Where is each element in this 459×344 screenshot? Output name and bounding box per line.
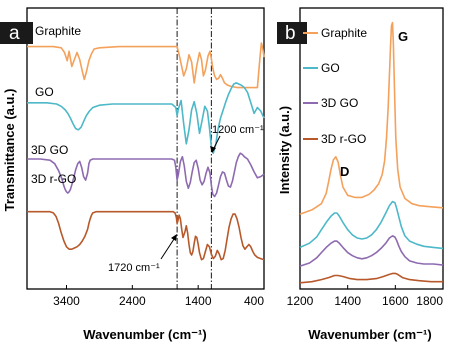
panel-b: b 1200 1400 1600 1800 Graphite GO 3D GO 3D …: [277, 7, 444, 342]
panel-b-legend: Graphite GO 3D GO 3D r-GO: [303, 26, 367, 146]
legend-label-go: GO: [321, 61, 340, 75]
panel-a-badge: [0, 22, 33, 44]
panel-a: a 3400 2400 1400 400 Graphite GO 3D GO 3D r…: [0, 7, 265, 342]
panel-b-series: [299, 21, 444, 284]
legend-label-graphite: Graphite: [321, 26, 367, 40]
panel-a-series-3d-r-go: [27, 210, 265, 261]
panel-a-x-ticks: 3400 2400 1400 400: [53, 285, 265, 308]
panel-a-letter: a: [9, 23, 20, 44]
panel-a-frame: [26, 7, 265, 290]
panel-a-series-3d-go: [27, 152, 265, 198]
panel-a-series-go: [27, 82, 265, 154]
panel-a-annotation-1720: 1720 cm⁻¹: [108, 262, 160, 274]
panel-b-x-ticks: 1200 1400 1600 1800: [287, 285, 444, 308]
panel-b-x-axis-label: Wavenumber (cm⁻¹): [308, 327, 431, 342]
panel-b-x-tick-label: 1800: [416, 294, 443, 308]
panel-b-badge: [277, 22, 307, 44]
panel-b-frame: [299, 7, 444, 290]
panel-a-x-axis-label: Wavenumber (cm⁻¹): [83, 327, 206, 342]
panel-b-series-3d-go: [299, 235, 444, 267]
panel-a-x-tick-label: 2400: [119, 294, 146, 308]
panel-a-label-graphite: Graphite: [35, 24, 81, 38]
panel-b-x-tick-label: 1400: [334, 294, 361, 308]
panel-b-letter: b: [285, 23, 296, 44]
panel-b-peak-g: G: [398, 29, 408, 44]
panel-a-y-axis-label: Transmittance (a.u.): [2, 89, 17, 212]
panel-a-x-tick-label: 1400: [185, 294, 212, 308]
panel-b-x-tick-label: 1200: [287, 294, 314, 308]
panel-a-arrowhead-1720: [171, 234, 177, 241]
panel-a-label-3d-go: 3D GO: [31, 143, 68, 157]
panel-a-annotation-1200: 1200 cm⁻¹: [212, 124, 264, 136]
legend-label-3d-r-go: 3D r-GO: [321, 132, 366, 146]
panel-b-peak-d: D: [340, 164, 349, 179]
legend-label-3d-go: 3D GO: [321, 96, 358, 110]
panel-b-series-graphite: [299, 21, 444, 215]
panel-b-series-go: [299, 200, 444, 250]
panel-b-x-tick-label: 1600: [382, 294, 409, 308]
panel-a-series: [27, 42, 265, 261]
panel-a-arrow-1720: [160, 235, 177, 260]
panel-a-x-tick-label: 400: [244, 294, 264, 308]
panel-b-series-3d-r-go: [299, 272, 443, 284]
panel-a-label-3d-r-go: 3D r-GO: [31, 172, 76, 186]
panel-a-arrowhead-1200: [210, 146, 216, 153]
panel-a-x-tick-label: 3400: [53, 294, 80, 308]
panel-b-y-axis-label: Intensity (a.u.): [277, 106, 292, 194]
panel-a-label-go: GO: [35, 85, 54, 99]
